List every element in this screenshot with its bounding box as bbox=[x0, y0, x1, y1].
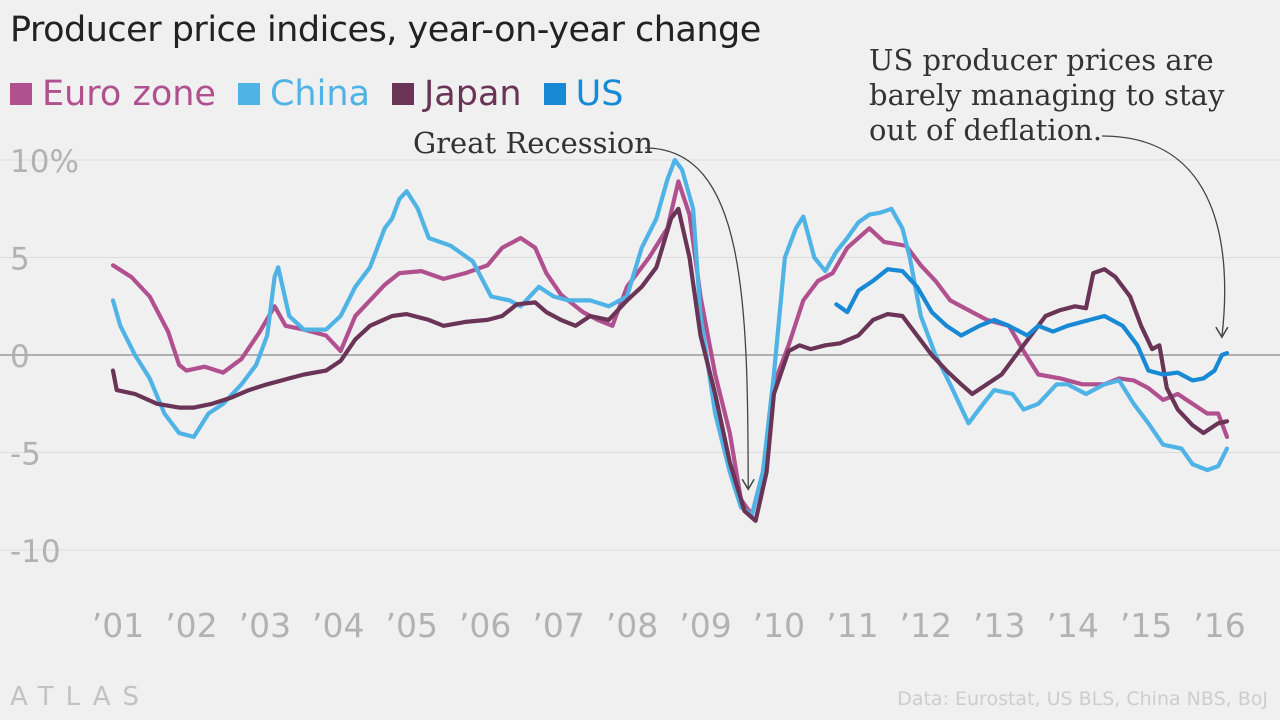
x-tick-label: ’02 bbox=[165, 606, 217, 645]
legend-label-euro-zone: Euro zone bbox=[42, 74, 216, 114]
x-tick-label: ’06 bbox=[459, 606, 511, 645]
x-tick-label: ’15 bbox=[1120, 606, 1172, 645]
y-tick-label: 0 bbox=[10, 339, 30, 375]
x-tick-label: ’14 bbox=[1046, 606, 1098, 645]
annotation-us-deflation-line: barely managing to stay bbox=[869, 78, 1225, 112]
chart-title: Producer price indices, year-on-year cha… bbox=[10, 10, 761, 50]
data-source-note: Data: Eurostat, US BLS, China NBS, BoJ bbox=[897, 688, 1268, 710]
legend-item-china: China bbox=[237, 74, 370, 114]
x-tick-label: ’12 bbox=[900, 606, 952, 645]
series-line-us bbox=[834, 267, 1230, 383]
x-tick-label: ’01 bbox=[92, 606, 144, 645]
legend-swatch-china bbox=[237, 83, 260, 105]
legend-swatch-japan bbox=[391, 83, 414, 105]
x-tick-label: ’16 bbox=[1193, 606, 1245, 645]
y-tick-label: 10% bbox=[10, 144, 79, 180]
legend-item-japan: Japan bbox=[391, 74, 522, 114]
x-tick-label: ’07 bbox=[532, 606, 584, 645]
annotation-great-recession: Great Recession bbox=[413, 126, 653, 160]
chart-legend: Euro zone China Japan US bbox=[10, 74, 645, 114]
x-tick-label: ’08 bbox=[606, 606, 658, 645]
legend-swatch-euro-zone bbox=[10, 83, 32, 105]
x-tick-label: ’09 bbox=[679, 606, 731, 645]
series-line-china bbox=[110, 157, 1230, 517]
x-tick-label: ’13 bbox=[973, 606, 1025, 645]
atlas-logo: ATLAS bbox=[10, 682, 152, 712]
annotation-us-deflation-line: out of deflation. bbox=[869, 113, 1102, 147]
legend-swatch-us bbox=[543, 83, 566, 105]
annotation-arrow-us-deflation bbox=[1101, 135, 1226, 338]
x-tick-label: ’11 bbox=[826, 606, 878, 645]
annotation-arrow-great-recession bbox=[644, 147, 749, 490]
y-tick-label: -10 bbox=[10, 534, 61, 570]
legend-item-us: US bbox=[543, 74, 624, 114]
y-tick-label: 5 bbox=[10, 242, 30, 278]
x-tick-label: ’03 bbox=[239, 606, 291, 645]
legend-item-euro-zone: Euro zone bbox=[10, 74, 216, 114]
y-tick-label: -5 bbox=[10, 437, 41, 473]
annotation-us-deflation-line: US producer prices are bbox=[869, 43, 1214, 77]
legend-label-us: US bbox=[575, 74, 624, 114]
legend-label-china: China bbox=[269, 74, 370, 114]
legend-label-japan: Japan bbox=[423, 74, 522, 114]
x-tick-label: ’10 bbox=[753, 606, 805, 645]
annotation-arrowhead-us-deflation bbox=[1215, 326, 1229, 339]
series-line-japan bbox=[110, 206, 1230, 523]
series-line-euro-zone bbox=[110, 179, 1230, 517]
x-tick-label: ’04 bbox=[312, 606, 364, 645]
x-tick-label: ’05 bbox=[385, 606, 437, 645]
annotation-arrowhead-great-recession bbox=[741, 478, 755, 491]
